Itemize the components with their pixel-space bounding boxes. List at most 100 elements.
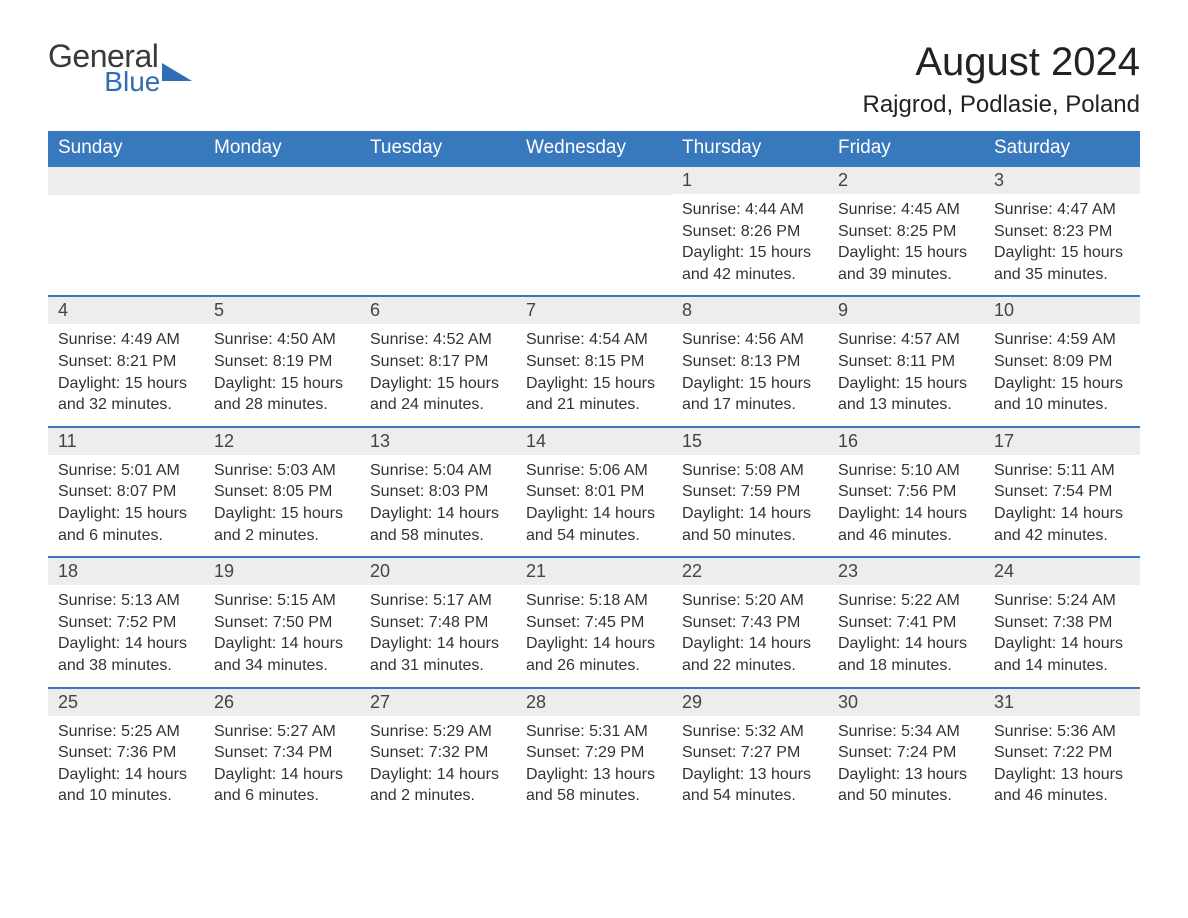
- day-number: 20: [360, 558, 516, 585]
- sunrise-text: Sunrise: 5:32 AM: [682, 721, 818, 743]
- day-cell: 15Sunrise: 5:08 AMSunset: 7:59 PMDayligh…: [672, 428, 828, 556]
- brand-logo: General Blue: [48, 40, 194, 96]
- sunrise-text: Sunrise: 5:06 AM: [526, 460, 662, 482]
- daylight-text: Daylight: 15 hours and 39 minutes.: [838, 242, 974, 285]
- day-number: [516, 167, 672, 195]
- day-body: Sunrise: 5:06 AMSunset: 8:01 PMDaylight:…: [516, 455, 672, 556]
- brand-word-2: Blue: [104, 68, 160, 96]
- day-number: 10: [984, 297, 1140, 324]
- day-cell: [360, 167, 516, 295]
- day-body: Sunrise: 5:32 AMSunset: 7:27 PMDaylight:…: [672, 716, 828, 817]
- day-number: 9: [828, 297, 984, 324]
- daylight-text: Daylight: 14 hours and 38 minutes.: [58, 633, 194, 676]
- daylight-text: Daylight: 14 hours and 46 minutes.: [838, 503, 974, 546]
- day-body: Sunrise: 4:50 AMSunset: 8:19 PMDaylight:…: [204, 324, 360, 425]
- day-cell: 21Sunrise: 5:18 AMSunset: 7:45 PMDayligh…: [516, 558, 672, 686]
- day-body: Sunrise: 4:57 AMSunset: 8:11 PMDaylight:…: [828, 324, 984, 425]
- sunrise-text: Sunrise: 4:59 AM: [994, 329, 1130, 351]
- day-body: Sunrise: 5:13 AMSunset: 7:52 PMDaylight:…: [48, 585, 204, 686]
- day-number: 18: [48, 558, 204, 585]
- sunrise-text: Sunrise: 5:25 AM: [58, 721, 194, 743]
- sunset-text: Sunset: 8:03 PM: [370, 481, 506, 503]
- sunrise-text: Sunrise: 5:27 AM: [214, 721, 350, 743]
- sunrise-text: Sunrise: 5:13 AM: [58, 590, 194, 612]
- day-cell: 13Sunrise: 5:04 AMSunset: 8:03 PMDayligh…: [360, 428, 516, 556]
- weekday-header: Monday: [204, 131, 360, 165]
- sunrise-text: Sunrise: 5:22 AM: [838, 590, 974, 612]
- weekday-header: Thursday: [672, 131, 828, 165]
- day-cell: [48, 167, 204, 295]
- day-body: Sunrise: 5:29 AMSunset: 7:32 PMDaylight:…: [360, 716, 516, 817]
- day-body: Sunrise: 5:10 AMSunset: 7:56 PMDaylight:…: [828, 455, 984, 556]
- sunset-text: Sunset: 7:34 PM: [214, 742, 350, 764]
- day-cell: [204, 167, 360, 295]
- day-body: Sunrise: 5:15 AMSunset: 7:50 PMDaylight:…: [204, 585, 360, 686]
- weeks-container: 1Sunrise: 4:44 AMSunset: 8:26 PMDaylight…: [48, 165, 1140, 817]
- sunset-text: Sunset: 8:23 PM: [994, 221, 1130, 243]
- day-number: 29: [672, 689, 828, 716]
- day-cell: 3Sunrise: 4:47 AMSunset: 8:23 PMDaylight…: [984, 167, 1140, 295]
- sunset-text: Sunset: 8:01 PM: [526, 481, 662, 503]
- day-number: 21: [516, 558, 672, 585]
- day-cell: 4Sunrise: 4:49 AMSunset: 8:21 PMDaylight…: [48, 297, 204, 425]
- day-cell: 25Sunrise: 5:25 AMSunset: 7:36 PMDayligh…: [48, 689, 204, 817]
- sunrise-text: Sunrise: 5:10 AM: [838, 460, 974, 482]
- day-number: 23: [828, 558, 984, 585]
- day-number: 2: [828, 167, 984, 194]
- daylight-text: Daylight: 15 hours and 17 minutes.: [682, 373, 818, 416]
- sunset-text: Sunset: 8:25 PM: [838, 221, 974, 243]
- day-body: Sunrise: 4:44 AMSunset: 8:26 PMDaylight:…: [672, 194, 828, 295]
- daylight-text: Daylight: 14 hours and 10 minutes.: [58, 764, 194, 807]
- day-body: Sunrise: 5:20 AMSunset: 7:43 PMDaylight:…: [672, 585, 828, 686]
- day-cell: 24Sunrise: 5:24 AMSunset: 7:38 PMDayligh…: [984, 558, 1140, 686]
- week-row: 4Sunrise: 4:49 AMSunset: 8:21 PMDaylight…: [48, 295, 1140, 425]
- day-number: 7: [516, 297, 672, 324]
- day-number: 22: [672, 558, 828, 585]
- daylight-text: Daylight: 14 hours and 6 minutes.: [214, 764, 350, 807]
- day-body: Sunrise: 5:17 AMSunset: 7:48 PMDaylight:…: [360, 585, 516, 686]
- daylight-text: Daylight: 14 hours and 31 minutes.: [370, 633, 506, 676]
- weekday-header: Tuesday: [360, 131, 516, 165]
- sunset-text: Sunset: 8:21 PM: [58, 351, 194, 373]
- sunset-text: Sunset: 7:32 PM: [370, 742, 506, 764]
- day-cell: 27Sunrise: 5:29 AMSunset: 7:32 PMDayligh…: [360, 689, 516, 817]
- daylight-text: Daylight: 15 hours and 13 minutes.: [838, 373, 974, 416]
- sunrise-text: Sunrise: 4:44 AM: [682, 199, 818, 221]
- day-cell: 29Sunrise: 5:32 AMSunset: 7:27 PMDayligh…: [672, 689, 828, 817]
- day-cell: 12Sunrise: 5:03 AMSunset: 8:05 PMDayligh…: [204, 428, 360, 556]
- sunset-text: Sunset: 7:52 PM: [58, 612, 194, 634]
- daylight-text: Daylight: 14 hours and 42 minutes.: [994, 503, 1130, 546]
- day-number: [204, 167, 360, 195]
- day-number: 17: [984, 428, 1140, 455]
- day-cell: 14Sunrise: 5:06 AMSunset: 8:01 PMDayligh…: [516, 428, 672, 556]
- sunset-text: Sunset: 8:07 PM: [58, 481, 194, 503]
- sunrise-text: Sunrise: 4:52 AM: [370, 329, 506, 351]
- day-number: 12: [204, 428, 360, 455]
- day-cell: 19Sunrise: 5:15 AMSunset: 7:50 PMDayligh…: [204, 558, 360, 686]
- day-body: Sunrise: 4:45 AMSunset: 8:25 PMDaylight:…: [828, 194, 984, 295]
- sunset-text: Sunset: 7:24 PM: [838, 742, 974, 764]
- day-number: 13: [360, 428, 516, 455]
- day-body: Sunrise: 5:18 AMSunset: 7:45 PMDaylight:…: [516, 585, 672, 686]
- day-cell: 6Sunrise: 4:52 AMSunset: 8:17 PMDaylight…: [360, 297, 516, 425]
- sunrise-text: Sunrise: 4:50 AM: [214, 329, 350, 351]
- day-body: Sunrise: 5:27 AMSunset: 7:34 PMDaylight:…: [204, 716, 360, 817]
- calendar-grid: SundayMondayTuesdayWednesdayThursdayFrid…: [48, 131, 1140, 817]
- day-cell: 11Sunrise: 5:01 AMSunset: 8:07 PMDayligh…: [48, 428, 204, 556]
- sunset-text: Sunset: 8:11 PM: [838, 351, 974, 373]
- day-number: 16: [828, 428, 984, 455]
- day-cell: 20Sunrise: 5:17 AMSunset: 7:48 PMDayligh…: [360, 558, 516, 686]
- sunrise-text: Sunrise: 5:01 AM: [58, 460, 194, 482]
- day-body: Sunrise: 4:56 AMSunset: 8:13 PMDaylight:…: [672, 324, 828, 425]
- day-number: 28: [516, 689, 672, 716]
- day-number: 15: [672, 428, 828, 455]
- day-body: Sunrise: 5:34 AMSunset: 7:24 PMDaylight:…: [828, 716, 984, 817]
- day-body: Sunrise: 4:52 AMSunset: 8:17 PMDaylight:…: [360, 324, 516, 425]
- daylight-text: Daylight: 14 hours and 26 minutes.: [526, 633, 662, 676]
- sunset-text: Sunset: 7:50 PM: [214, 612, 350, 634]
- day-number: 3: [984, 167, 1140, 194]
- sunset-text: Sunset: 8:13 PM: [682, 351, 818, 373]
- daylight-text: Daylight: 15 hours and 6 minutes.: [58, 503, 194, 546]
- sunset-text: Sunset: 8:15 PM: [526, 351, 662, 373]
- daylight-text: Daylight: 15 hours and 24 minutes.: [370, 373, 506, 416]
